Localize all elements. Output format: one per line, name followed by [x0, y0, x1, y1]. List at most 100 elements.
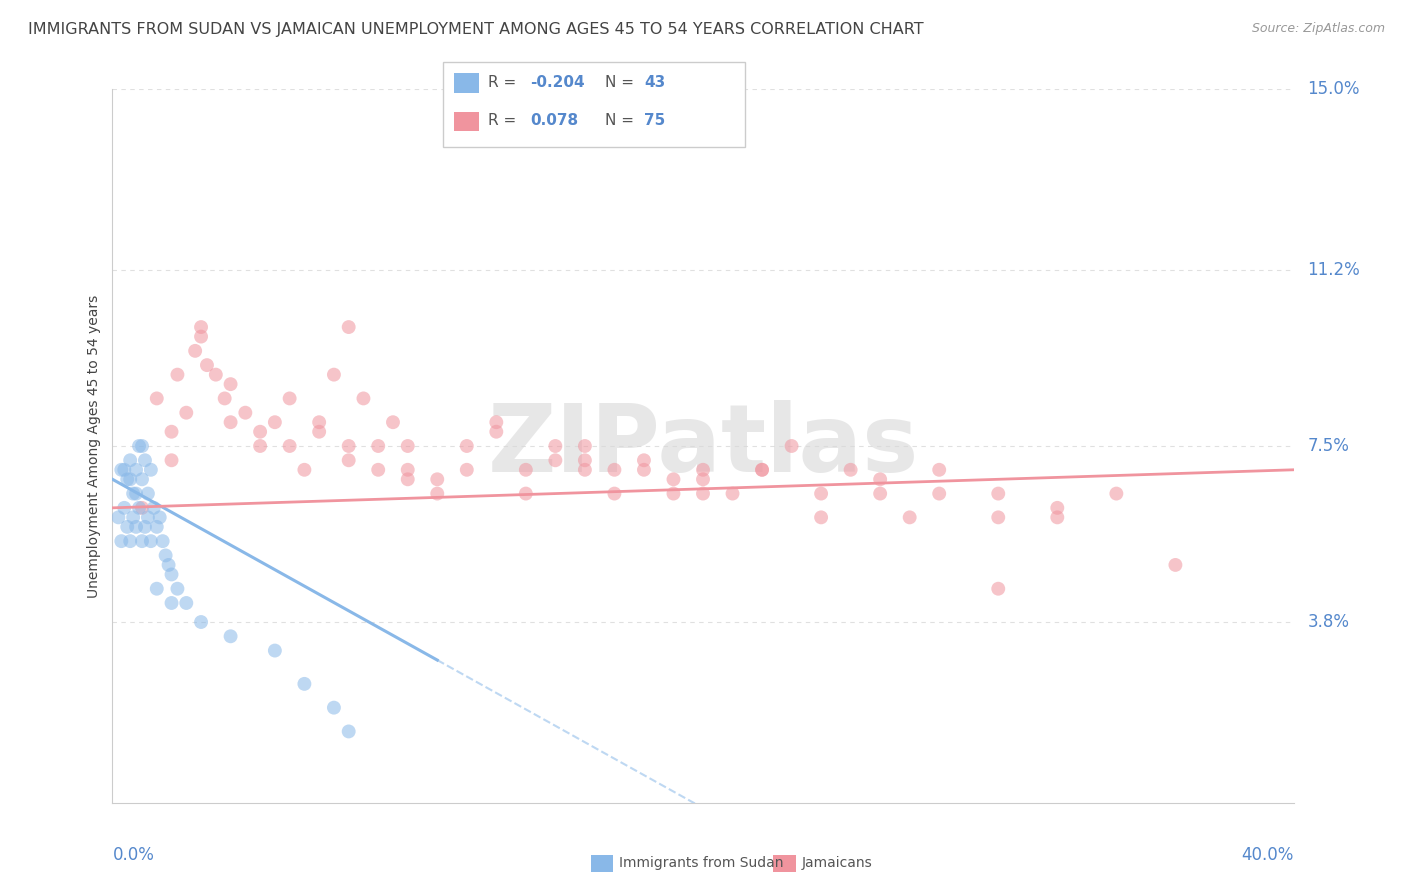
- Point: [122, 486, 145, 500]
- Point: [692, 472, 714, 486]
- Point: [152, 534, 174, 549]
- Point: [382, 415, 405, 429]
- Point: [308, 415, 330, 429]
- Text: 11.2%: 11.2%: [1308, 261, 1360, 279]
- Point: [278, 439, 301, 453]
- Point: [780, 439, 803, 453]
- Point: [928, 486, 950, 500]
- Point: [160, 425, 183, 439]
- Text: 3.8%: 3.8%: [1308, 613, 1350, 631]
- Point: [337, 724, 360, 739]
- Text: IMMIGRANTS FROM SUDAN VS JAMAICAN UNEMPLOYMENT AMONG AGES 45 TO 54 YEARS CORRELA: IMMIGRANTS FROM SUDAN VS JAMAICAN UNEMPL…: [28, 22, 924, 37]
- Point: [120, 453, 142, 467]
- Point: [810, 510, 832, 524]
- Text: Immigrants from Sudan: Immigrants from Sudan: [619, 856, 783, 871]
- Point: [155, 549, 177, 563]
- Point: [869, 486, 891, 500]
- Point: [110, 534, 132, 549]
- Point: [485, 425, 508, 439]
- Point: [117, 472, 138, 486]
- Point: [117, 520, 138, 534]
- Text: N =: N =: [605, 113, 638, 128]
- Point: [195, 358, 218, 372]
- Point: [515, 463, 537, 477]
- Point: [190, 615, 212, 629]
- Point: [264, 643, 287, 657]
- Point: [603, 463, 626, 477]
- Point: [396, 439, 419, 453]
- Point: [308, 425, 330, 439]
- Point: [721, 486, 744, 500]
- Point: [139, 463, 162, 477]
- Point: [574, 453, 596, 467]
- Point: [515, 486, 537, 500]
- Text: Source: ZipAtlas.com: Source: ZipAtlas.com: [1251, 22, 1385, 36]
- Point: [323, 368, 346, 382]
- Point: [136, 486, 159, 500]
- Point: [139, 534, 162, 549]
- Point: [190, 320, 212, 334]
- Text: Jamaicans: Jamaicans: [801, 856, 872, 871]
- Point: [249, 425, 271, 439]
- Y-axis label: Unemployment Among Ages 45 to 54 years: Unemployment Among Ages 45 to 54 years: [87, 294, 101, 598]
- Point: [134, 453, 156, 467]
- Point: [898, 510, 921, 524]
- Point: [987, 486, 1010, 500]
- Text: N =: N =: [605, 75, 638, 89]
- Point: [120, 472, 142, 486]
- Point: [131, 534, 153, 549]
- Point: [633, 453, 655, 467]
- Text: 15.0%: 15.0%: [1308, 80, 1360, 98]
- Text: 43: 43: [644, 75, 665, 89]
- Point: [142, 500, 165, 515]
- Point: [1046, 500, 1069, 515]
- Point: [160, 567, 183, 582]
- Text: R =: R =: [488, 75, 522, 89]
- Point: [219, 629, 242, 643]
- Point: [662, 472, 685, 486]
- Point: [426, 486, 449, 500]
- Point: [987, 510, 1010, 524]
- Text: 0.0%: 0.0%: [112, 846, 155, 863]
- Point: [292, 677, 315, 691]
- Point: [692, 463, 714, 477]
- Point: [485, 415, 508, 429]
- Point: [214, 392, 236, 406]
- Point: [125, 463, 148, 477]
- Point: [219, 377, 242, 392]
- Point: [869, 472, 891, 486]
- Point: [367, 439, 389, 453]
- Point: [233, 406, 256, 420]
- Point: [166, 368, 188, 382]
- Point: [131, 500, 153, 515]
- Point: [456, 463, 478, 477]
- Point: [136, 510, 159, 524]
- Point: [110, 463, 132, 477]
- Point: [131, 439, 153, 453]
- Point: [987, 582, 1010, 596]
- Point: [544, 439, 567, 453]
- Point: [337, 439, 360, 453]
- Point: [128, 500, 150, 515]
- Point: [107, 510, 129, 524]
- Point: [190, 329, 212, 343]
- Point: [264, 415, 287, 429]
- Point: [396, 463, 419, 477]
- Point: [184, 343, 207, 358]
- Point: [352, 392, 374, 406]
- Point: [367, 463, 389, 477]
- Point: [146, 582, 169, 596]
- Point: [134, 520, 156, 534]
- Text: ZIPatlas: ZIPatlas: [488, 400, 918, 492]
- Point: [751, 463, 773, 477]
- Point: [174, 406, 197, 420]
- Point: [205, 368, 228, 382]
- Text: -0.204: -0.204: [530, 75, 585, 89]
- Point: [292, 463, 315, 477]
- Point: [574, 439, 596, 453]
- Point: [219, 415, 242, 429]
- Point: [146, 520, 169, 534]
- Point: [146, 392, 169, 406]
- Point: [1105, 486, 1128, 500]
- Text: R =: R =: [488, 113, 526, 128]
